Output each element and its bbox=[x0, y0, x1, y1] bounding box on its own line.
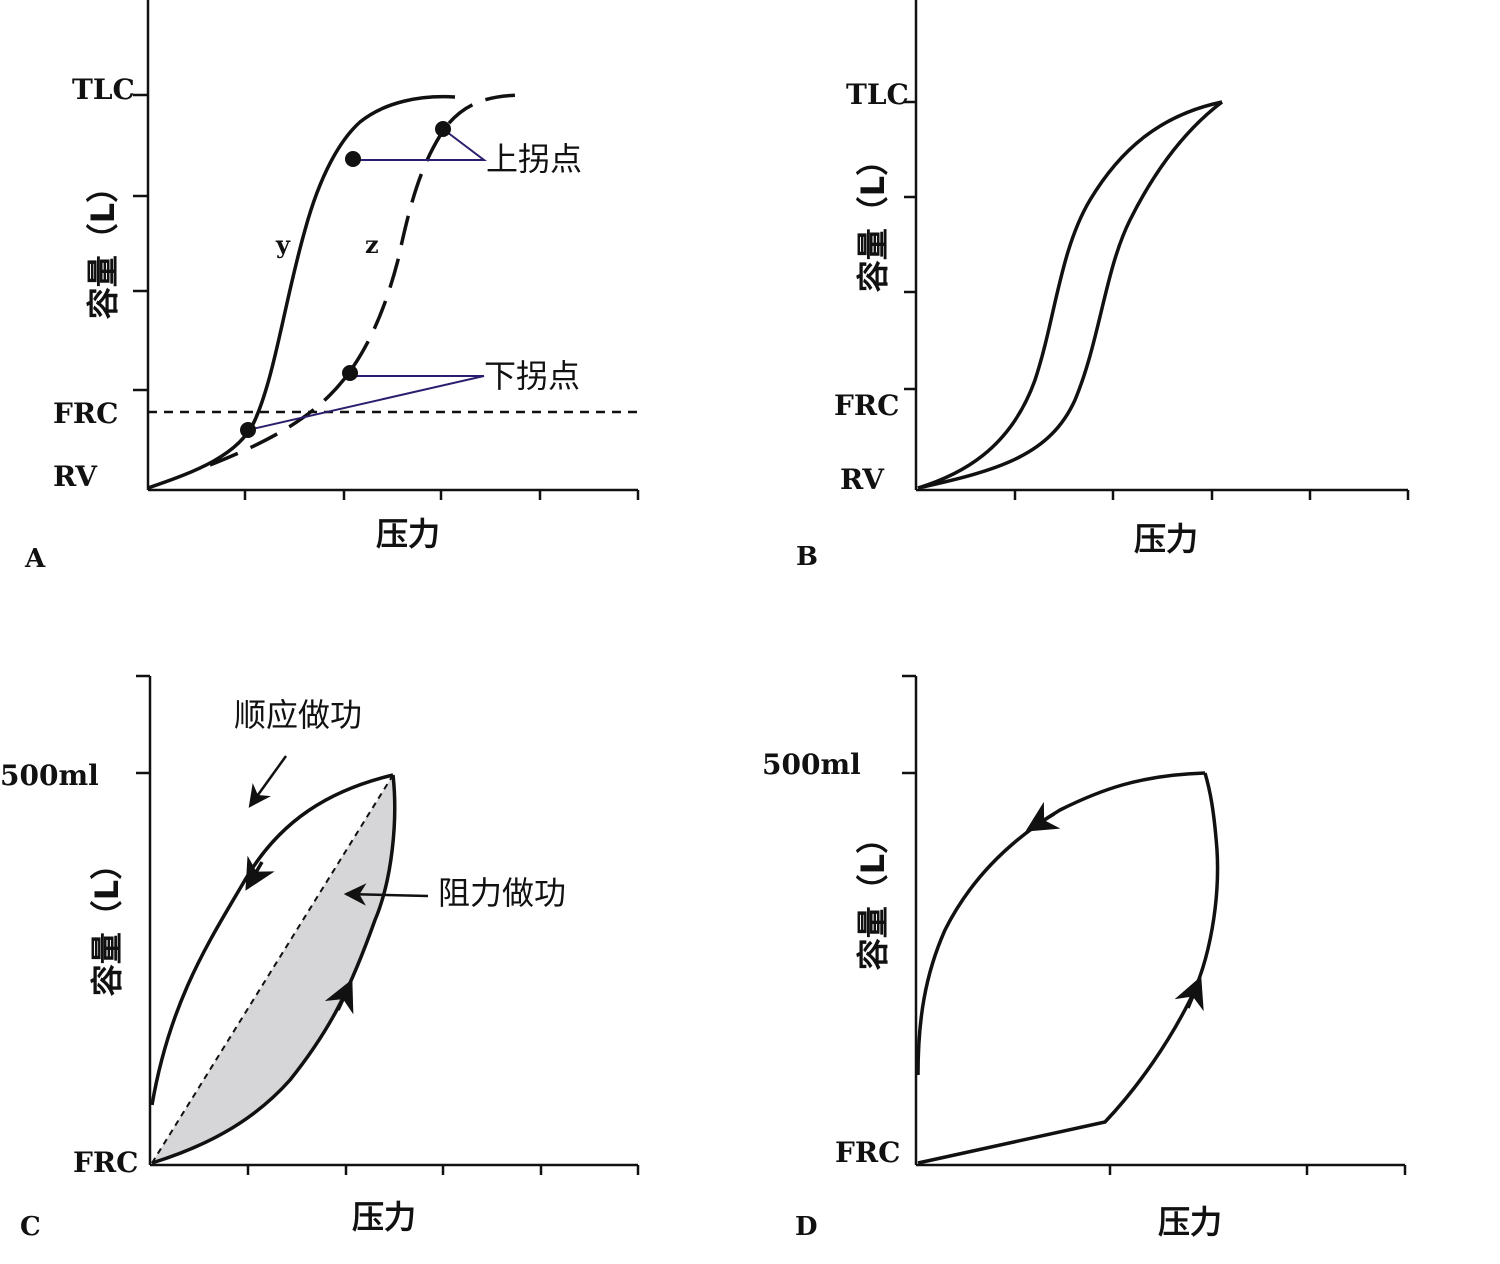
panel-a-upper-inflection-dot-y bbox=[345, 151, 361, 167]
panel-c-y-ticks bbox=[136, 674, 150, 775]
panel-a-curve-y-label: y bbox=[275, 230, 291, 259]
panel-b-deflation-curve bbox=[917, 100, 1223, 490]
panel-a-curve-z-label: z bbox=[365, 230, 379, 259]
panel-a-tlc-label: TLC bbox=[72, 73, 135, 106]
panel-c: 顺应做功 阻力做功 500ml FRC 容量（L） 压力 C bbox=[0, 674, 640, 1242]
panel-d-frc-label: FRC bbox=[835, 1136, 900, 1169]
panel-a-rv-label: RV bbox=[53, 460, 98, 493]
panel-b-tlc-label: TLC bbox=[846, 78, 909, 111]
panel-b: TLC FRC RV 容量（L） 压力 B bbox=[796, 0, 1410, 572]
panel-d-expiration-arrow bbox=[1025, 801, 1061, 832]
panel-c-expiration-curve bbox=[150, 773, 394, 1106]
panel-c-compliance-label: 顺应做功 bbox=[234, 696, 362, 734]
panel-d-inspiration-arrow bbox=[1174, 976, 1204, 1012]
panel-a-curve-y bbox=[147, 94, 456, 490]
panel-b-x-ticks bbox=[1013, 490, 1410, 500]
panel-a-upper-pointer bbox=[353, 128, 487, 161]
panel-a-lower-inflection-label: 下拐点 bbox=[484, 357, 580, 395]
panel-c-y-axis-label: 容量（L） bbox=[88, 848, 126, 996]
panel-a-upper-inflection-label: 上拐点 bbox=[486, 140, 582, 178]
panel-a-lower-inflection-dot-y bbox=[240, 422, 256, 438]
panel-c-500ml-label: 500ml bbox=[0, 759, 99, 792]
panel-a-y-axis-label: 容量（L） bbox=[84, 171, 122, 319]
panel-c-x-ticks bbox=[246, 1165, 640, 1175]
panel-c-inspiration-arrow bbox=[324, 979, 354, 1015]
panel-a-curve-z bbox=[209, 93, 526, 467]
panel-b-y-axis-label: 容量（L） bbox=[854, 144, 892, 292]
panel-b-frc-label: FRC bbox=[834, 389, 899, 422]
panel-d-letter: D bbox=[795, 1212, 818, 1242]
panel-c-frc-label: FRC bbox=[73, 1146, 138, 1179]
panel-c-resistive-pointer bbox=[343, 883, 429, 906]
panel-b-x-axis-label: 压力 bbox=[1134, 520, 1198, 558]
panel-d: 500ml FRC 容量（L） 压力 D bbox=[762, 674, 1407, 1242]
panel-d-expiration-curve bbox=[916, 771, 1206, 1076]
panel-b-rv-label: RV bbox=[840, 463, 885, 496]
panel-a: TLC FRC RV y z 上拐点 下拐点 容量（L） 压力 A bbox=[24, 0, 640, 574]
panel-a-upper-inflection-dot-z bbox=[435, 121, 451, 137]
panel-a-x-ticks bbox=[243, 490, 640, 500]
panel-a-frc-label: FRC bbox=[53, 397, 118, 430]
panel-c-resistive-label: 阻力做功 bbox=[438, 874, 566, 912]
panel-c-compliance-pointer bbox=[248, 755, 288, 808]
panel-d-y-axis-label: 容量（L） bbox=[854, 822, 892, 970]
panel-a-lower-pointer bbox=[247, 375, 485, 431]
panel-b-letter: B bbox=[796, 542, 818, 572]
panel-a-y-ticks bbox=[133, 93, 148, 392]
panel-c-letter: C bbox=[20, 1212, 41, 1242]
panel-d-inspiration-curve bbox=[917, 772, 1220, 1165]
panel-d-x-axis-label: 压力 bbox=[1158, 1203, 1222, 1241]
panel-a-letter: A bbox=[24, 544, 46, 574]
panel-c-x-axis-label: 压力 bbox=[352, 1198, 416, 1236]
panel-a-lower-inflection-dot-z bbox=[342, 365, 358, 381]
panel-d-500ml-label: 500ml bbox=[762, 748, 861, 781]
panel-b-inflation-curve bbox=[917, 100, 1224, 490]
panel-a-x-axis-label: 压力 bbox=[376, 515, 440, 553]
panel-c-expiration-arrow bbox=[245, 855, 275, 891]
panel-b-y-ticks bbox=[904, 100, 916, 391]
panel-d-x-ticks bbox=[1108, 1165, 1407, 1175]
panel-d-y-ticks bbox=[902, 674, 916, 775]
